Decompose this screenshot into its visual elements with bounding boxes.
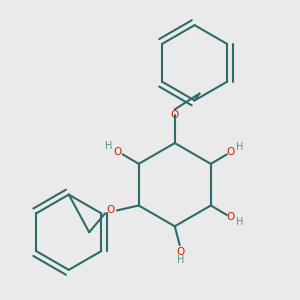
Text: O: O [171, 110, 179, 120]
Text: H: H [236, 142, 243, 152]
Text: H: H [236, 217, 243, 227]
Text: O: O [177, 247, 185, 257]
Text: O: O [227, 147, 235, 158]
Text: H: H [105, 141, 112, 152]
Text: O: O [107, 206, 115, 215]
Text: O: O [227, 212, 235, 222]
Text: H: H [177, 255, 184, 265]
Text: O: O [114, 147, 122, 158]
